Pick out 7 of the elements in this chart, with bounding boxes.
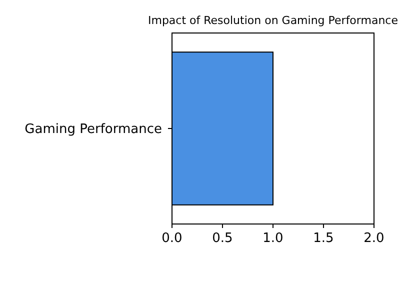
x-tick-label: 0.5 [212,231,233,246]
x-tick-label: 2.0 [364,231,384,246]
x-tick-label: 1.5 [313,231,334,246]
y-tick-label: Gaming Performance [24,122,162,138]
chart-title: Impact of Resolution on Gaming Performance [148,14,398,27]
x-tick-label: 1.0 [262,231,284,246]
x-tick-label: 0.0 [162,231,182,246]
